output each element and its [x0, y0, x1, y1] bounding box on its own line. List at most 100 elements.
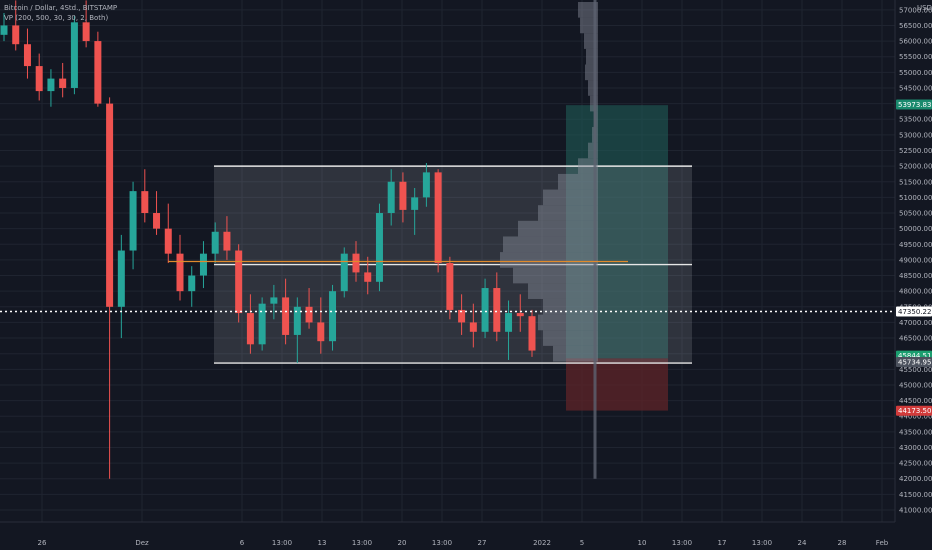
y-tick-label: 51500.00 [899, 178, 932, 186]
candle-body [481, 288, 489, 332]
candle-body [82, 22, 90, 42]
candle-body [129, 191, 137, 251]
volume-profile-bar [543, 330, 598, 346]
volume-profile-bar [538, 205, 598, 221]
volume-profile-bar [553, 345, 598, 362]
y-tick-label: 49000.00 [899, 256, 932, 264]
x-tick-label: 17 [718, 539, 727, 547]
candle-body [12, 25, 20, 45]
x-tick-label: 13:00 [272, 539, 292, 547]
volume-profile-bar [513, 267, 598, 284]
chart-legend: Bitcoin / Dollar, 4Std., BITSTAMP VP (20… [4, 3, 117, 23]
candle-body [235, 250, 243, 314]
candle-body [141, 191, 149, 214]
candle-body [317, 322, 325, 342]
volume-profile-bar [578, 158, 598, 174]
y-tick-label: 41500.00 [899, 491, 932, 499]
x-tick-label: 5 [580, 539, 584, 547]
candle-body [387, 181, 395, 214]
candle-body [411, 197, 419, 210]
y-tick-label: 48500.00 [899, 272, 932, 280]
price-label-box [896, 99, 932, 110]
currency-label: USD [917, 4, 932, 12]
candle-body [258, 303, 266, 345]
price-label: 45734.95 [898, 358, 931, 366]
x-tick-label: 20 [398, 539, 407, 547]
x-tick-label: 13:00 [752, 539, 772, 547]
candle-body [282, 297, 290, 335]
candle-body [211, 231, 219, 254]
y-tick-label: 52000.00 [899, 163, 932, 171]
candle-body [117, 250, 125, 307]
y-tick-label: 53000.00 [899, 131, 932, 139]
volume-profile-bar [500, 252, 598, 268]
y-tick-label: 56500.00 [899, 22, 932, 30]
y-tick-label: 53500.00 [899, 116, 932, 124]
target-zone [566, 105, 668, 359]
candle-body [59, 78, 67, 88]
volume-profile-bar [538, 314, 598, 331]
y-tick-label: 55000.00 [899, 69, 932, 77]
candle-body [153, 213, 161, 229]
candle-body [176, 253, 184, 292]
y-tick-label: 45000.00 [899, 381, 932, 389]
y-tick-label: 51000.00 [899, 194, 932, 202]
candle-body [47, 78, 55, 92]
indicator-line: VP (200, 500, 30, 30, 2, Both) [4, 14, 109, 22]
price-label-box [896, 306, 932, 317]
candle-body [458, 309, 466, 323]
candle-body [223, 231, 231, 251]
candle-body [199, 253, 207, 276]
candle-body [375, 213, 383, 282]
y-tick-label: 50500.00 [899, 210, 932, 218]
y-tick-label: 55500.00 [899, 53, 932, 61]
y-tick-label: 49500.00 [899, 241, 932, 249]
volume-profile-bar [543, 189, 598, 206]
candle-body [70, 22, 78, 88]
candle-body [505, 313, 513, 332]
candle-body [493, 288, 501, 332]
y-tick-label: 48000.00 [899, 288, 932, 296]
candle-body [329, 291, 337, 342]
x-tick-label: 6 [240, 539, 245, 547]
y-tick-label: 57000.00 [899, 6, 932, 14]
candle-body [422, 172, 430, 198]
candle-body [293, 306, 301, 335]
y-tick-label: 50000.00 [899, 225, 932, 233]
volume-profile-bar [588, 142, 598, 159]
x-tick-label: 2022 [533, 539, 551, 547]
volume-profile-bar [518, 220, 598, 237]
y-tick-label: 44000.00 [899, 413, 932, 421]
y-tick-label: 52500.00 [899, 147, 932, 155]
x-tick-label: 27 [478, 539, 487, 547]
price-label: 47350.22 [898, 308, 931, 316]
candle-body [188, 275, 196, 292]
candle-body [352, 253, 360, 273]
x-tick-label: 10 [638, 539, 647, 547]
candle-body [516, 313, 524, 317]
volume-profile-bar [588, 80, 598, 96]
y-tick-label: 42000.00 [899, 475, 932, 483]
volume-profile-bar [503, 236, 598, 253]
candle-body [246, 313, 254, 345]
x-tick-label: 13:00 [672, 539, 692, 547]
candle-body [305, 306, 313, 323]
candle-body [23, 44, 31, 67]
y-tick-label: 44500.00 [899, 397, 932, 405]
candle-body [0, 25, 8, 35]
candle-body [340, 253, 348, 292]
y-tick-label: 41000.00 [899, 507, 932, 515]
volume-profile-bar [558, 173, 598, 190]
volume-profile-bar [578, 2, 598, 18]
volume-profile-bar [528, 283, 598, 299]
candle-body [528, 316, 536, 351]
x-tick-label: 28 [838, 539, 847, 547]
price-label: 44173.50 [898, 407, 931, 415]
candle-body [446, 263, 454, 310]
x-tick-label: Feb [876, 539, 889, 547]
stop-zone [566, 358, 668, 411]
price-label-box [896, 356, 932, 367]
